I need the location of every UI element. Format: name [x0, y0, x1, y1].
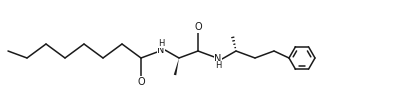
Text: N: N — [157, 45, 164, 55]
Polygon shape — [173, 58, 178, 75]
Text: O: O — [194, 22, 201, 32]
Text: H: H — [214, 61, 221, 71]
Text: N: N — [214, 54, 221, 64]
Text: H: H — [157, 38, 164, 48]
Text: O: O — [137, 77, 145, 87]
